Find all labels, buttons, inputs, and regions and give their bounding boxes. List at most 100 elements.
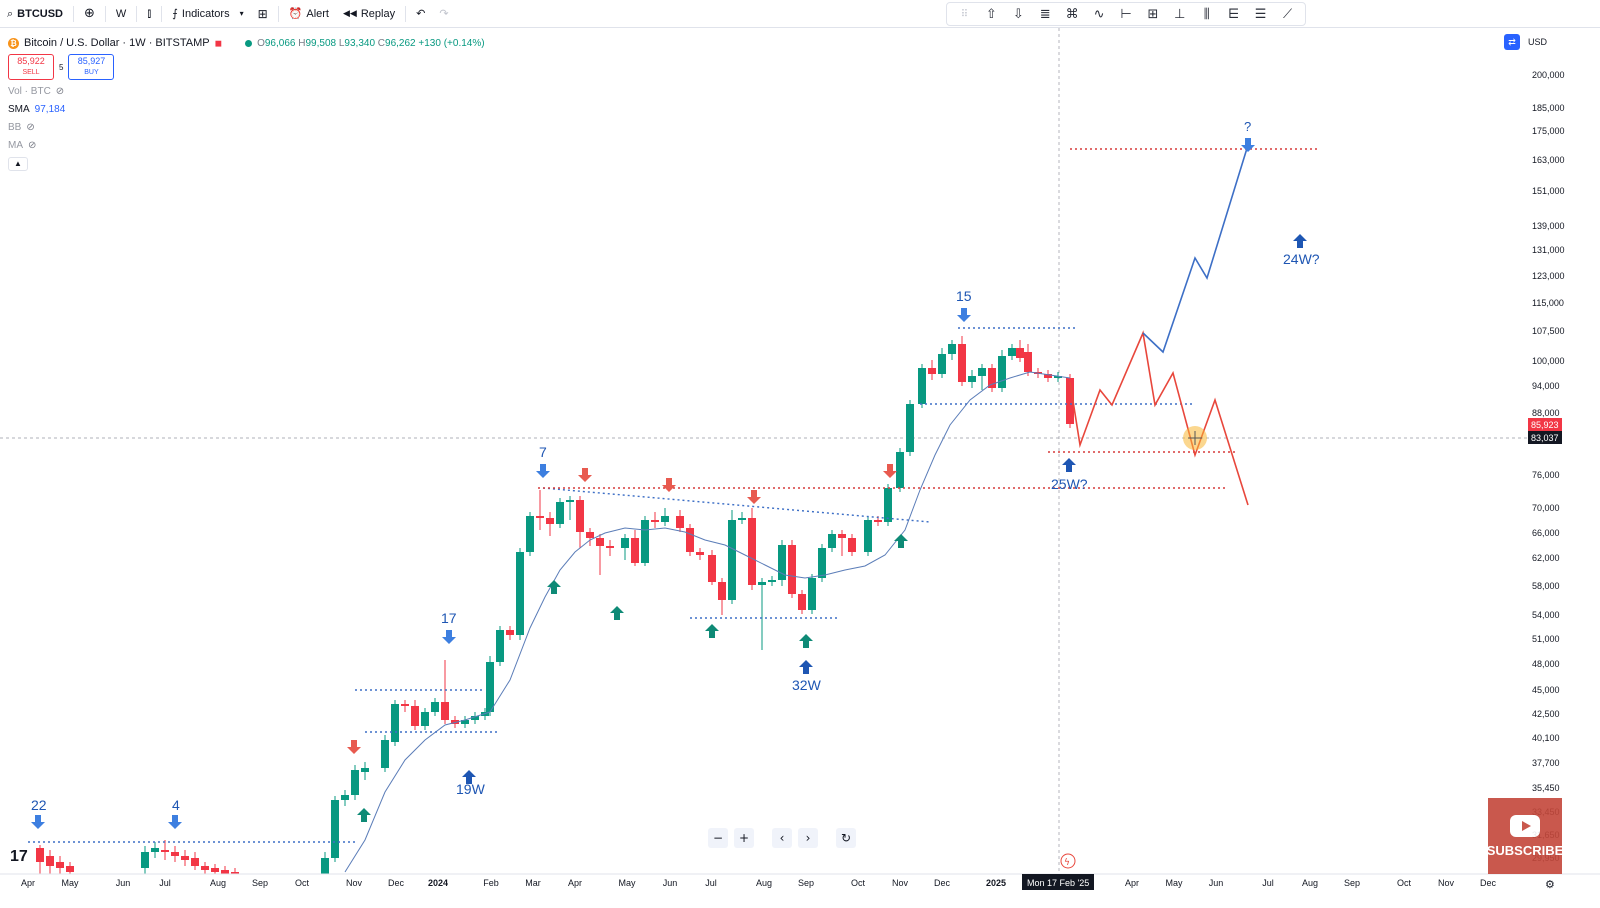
time-tick: Feb [483, 878, 499, 888]
candle [161, 840, 169, 860]
candle [211, 864, 219, 874]
arrow-down-icon [957, 308, 971, 322]
ohlc-values: O96,066 H99,508 L93,340 C96,262 +130 (+0… [257, 37, 485, 49]
candle [361, 762, 369, 780]
lightning-icon[interactable]: ϟ [1060, 853, 1076, 869]
candle [906, 400, 914, 456]
time-axis[interactable]: Apr May Jun Jul Aug Sep Oct Nov Dec 2024 Feb Mar Apr… [0, 873, 1600, 908]
drag-handle-icon[interactable]: ⠿ [960, 8, 969, 20]
currency-label: USD [1528, 37, 1548, 47]
candle [1008, 344, 1016, 360]
elliott-wave-icon[interactable]: ∿ [1093, 6, 1105, 22]
candle [651, 512, 659, 528]
crosshair-price-badge [1528, 431, 1562, 444]
buy-button[interactable]: 85,927 BUY [68, 54, 115, 80]
candles-icon: ⫾ [147, 6, 152, 20]
trend-line-icon[interactable]: ⟋ [1282, 6, 1293, 22]
subscribe-watermark[interactable]: SUBSCRIBE [1487, 798, 1563, 874]
symbol-label: BTCUSD [17, 7, 64, 20]
candlestick-series [36, 336, 1074, 874]
indicator-bb[interactable]: BB ⊘ [8, 121, 35, 133]
candle [556, 498, 564, 528]
price-tick: 42,500 [1532, 709, 1560, 719]
replay-label: Replay [360, 7, 396, 20]
crosshair-date-label: Mon 17 Feb '25 [1027, 878, 1089, 888]
date-price-range-icon[interactable]: ⊞ [1147, 6, 1159, 22]
candle [884, 484, 892, 526]
eye-hidden-icon[interactable]: ⊘ [28, 139, 37, 151]
sma-line [344, 371, 1071, 873]
chart-type-button[interactable]: ⫾ [140, 0, 158, 28]
time-tick: Nov [1438, 878, 1455, 888]
indicators-label: Indicators [181, 7, 230, 20]
candle [1044, 370, 1052, 382]
price-range-icon[interactable]: ⊥ [1174, 6, 1186, 22]
compare-button[interactable]: ⊕ [77, 0, 102, 28]
zoom-in-button[interactable]: + [734, 828, 754, 848]
tradingview-logo[interactable]: 17 [10, 848, 28, 865]
candle [56, 856, 64, 874]
time-tick: Dec [388, 878, 405, 888]
redo-button[interactable]: ↷ [432, 0, 455, 28]
arrow-down-icon [1241, 138, 1255, 152]
zoom-out-button[interactable]: − [708, 828, 728, 848]
candle [864, 516, 872, 556]
price-tick: 175,000 [1532, 126, 1565, 136]
chart-navigation: − + ‹ › ↻ [708, 828, 856, 848]
symbol-search[interactable]: ⌕ BTCUSD [0, 0, 70, 28]
indicator-volume[interactable]: Vol · BTC ⊘ [8, 85, 65, 97]
time-tick: 2025 [986, 878, 1006, 888]
price-tick: 70,000 [1532, 503, 1560, 513]
indicators-button[interactable]: ⨍ Indicators ▾ [165, 0, 250, 28]
redo-icon: ↷ [439, 7, 449, 20]
annotation-labels: 22 4 17 7 15 ? 19W 32W 25W? 24W? [31, 119, 1320, 813]
arrow-down-icon [536, 464, 550, 478]
replay-button[interactable]: ◀◀ Replay [336, 0, 402, 28]
series-title[interactable]: Bitcoin / U.S. Dollar · 1W · BITSTAMP [24, 37, 210, 49]
candle [1016, 340, 1024, 362]
crosshair-lines [0, 28, 1528, 872]
bars-pattern-icon[interactable]: ⫼ [1203, 6, 1210, 22]
time-tick: Oct [1397, 878, 1412, 888]
currency-switch-icon[interactable]: ⇄ [1504, 34, 1520, 50]
candle [918, 364, 926, 408]
sell-button[interactable]: 85,922 SELL [8, 54, 54, 80]
label-count-17: 17 [441, 610, 457, 626]
price-tick: 45,000 [1532, 685, 1560, 695]
indicator-ma[interactable]: MA ⊘ [8, 139, 37, 151]
time-tick: Sep [798, 878, 814, 888]
indicator-sma[interactable]: SMA 97,184 [8, 103, 66, 115]
fib-channel-icon[interactable]: ☰ [1254, 6, 1267, 22]
scroll-left-button[interactable]: ‹ [772, 828, 792, 848]
search-icon: ⌕ [7, 6, 14, 20]
arrow-down-marker-icon[interactable]: ⇩ [1012, 6, 1024, 22]
eye-hidden-icon[interactable]: ⊘ [26, 121, 35, 133]
xabcd-pattern-icon[interactable]: ⌘ [1065, 6, 1079, 22]
interval-button[interactable]: W [109, 0, 133, 28]
time-tick: Aug [1302, 878, 1318, 888]
parallel-channel-icon[interactable]: ⋿ [1228, 6, 1240, 22]
crosshair-date-badge [1022, 874, 1094, 890]
undo-button[interactable]: ↶ [409, 0, 432, 28]
arrow-up-marker-icon[interactable]: ⇧ [985, 6, 997, 22]
candle [686, 524, 694, 556]
divider [136, 5, 138, 22]
scroll-right-button[interactable]: › [798, 828, 818, 848]
reset-chart-button[interactable]: ↻ [836, 828, 856, 848]
arrow-up-icon [705, 624, 719, 638]
date-range-icon[interactable]: ⊢ [1120, 6, 1132, 22]
candle [896, 448, 904, 492]
collapse-legend-button[interactable]: ▲ [8, 157, 28, 171]
arrow-up-icon [357, 808, 371, 822]
layouts-button[interactable]: ⊞ [251, 0, 275, 28]
signal-arrows [31, 138, 1307, 829]
eye-hidden-icon[interactable]: ⊘ [55, 85, 65, 97]
price-axis[interactable]: 200,000 185,000 175,000 163,000 151,000 139,0… [1528, 28, 1600, 874]
alert-button[interactable]: ⏰ Alert [282, 0, 336, 28]
currency-selector[interactable]: ⇄ USD [1504, 34, 1547, 50]
forecast-down-path [1069, 330, 1249, 506]
flag-icon[interactable]: ◼ [214, 37, 223, 48]
horizontal-lines-icon[interactable]: ≣ [1039, 6, 1051, 22]
